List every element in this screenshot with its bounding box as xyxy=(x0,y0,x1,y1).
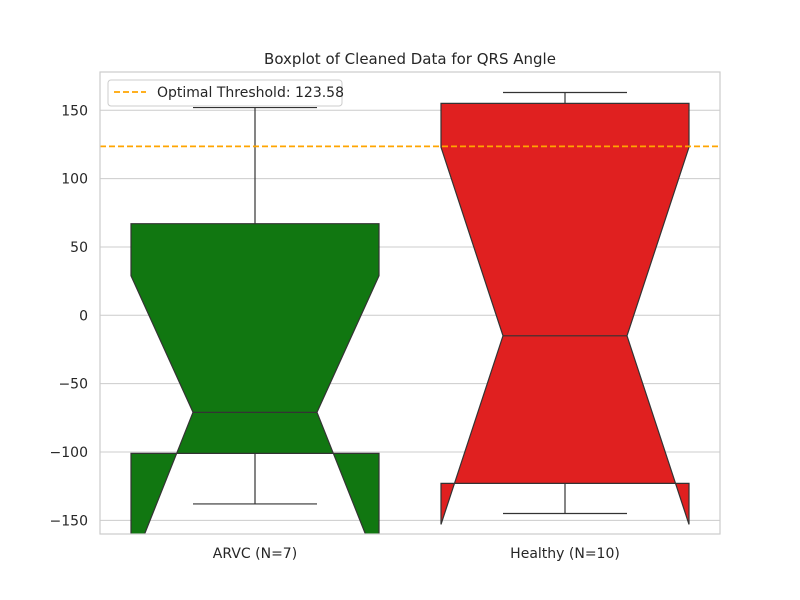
chart-title: Boxplot of Cleaned Data for QRS Angle xyxy=(264,50,556,68)
y-tick-label: 150 xyxy=(61,103,88,119)
y-tick-label: 0 xyxy=(79,308,88,324)
box-1 xyxy=(130,106,380,534)
box-body xyxy=(440,102,690,525)
y-tick-label: 50 xyxy=(70,240,88,256)
box-body xyxy=(130,223,380,534)
y-tick-label: −150 xyxy=(50,513,88,529)
x-tick-label: Healthy (N=10) xyxy=(510,546,620,562)
y-tick-label: −100 xyxy=(50,445,88,461)
legend: Optimal Threshold: 123.58 xyxy=(107,79,344,107)
x-tick-labels: ARVC (N=7) Healthy (N=10) xyxy=(213,546,620,562)
legend-box xyxy=(107,79,343,107)
y-tick-label: 100 xyxy=(61,172,88,188)
box-layer xyxy=(130,91,690,534)
plot-frame xyxy=(99,71,721,535)
box-2 xyxy=(440,91,690,525)
x-tick-label: ARVC (N=7) xyxy=(213,546,297,562)
legend-threshold-label: Optimal Threshold: 123.58 xyxy=(157,85,344,101)
y-tick-labels: −150 −100 −50 0 50 100 150 xyxy=(50,103,88,529)
y-tick-label: −50 xyxy=(58,377,88,393)
